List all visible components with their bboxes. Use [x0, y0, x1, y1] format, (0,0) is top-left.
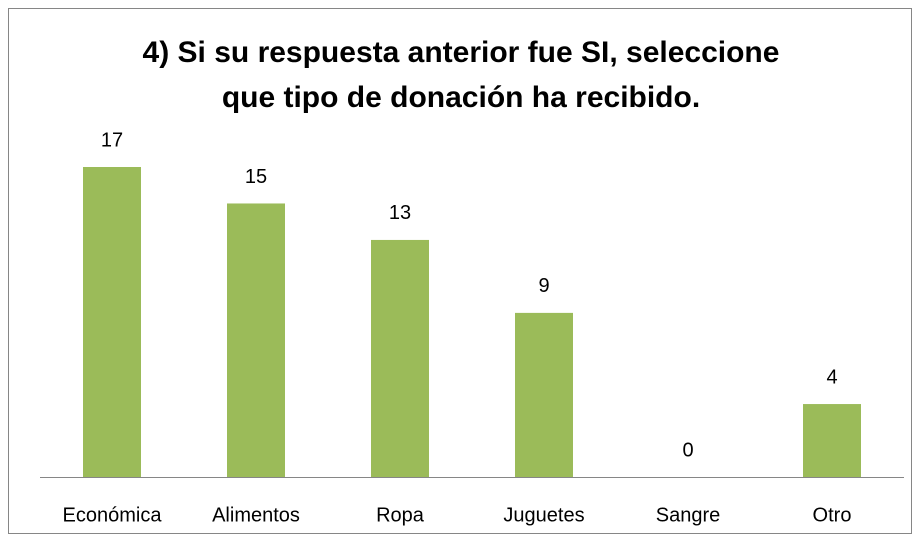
data-label: 13 — [389, 202, 411, 224]
bar — [227, 203, 285, 477]
x-tick-label: Ropa — [376, 504, 425, 526]
data-label: 9 — [538, 275, 549, 297]
data-label: 17 — [101, 129, 123, 151]
data-label: 4 — [826, 366, 837, 388]
x-tick-label: Alimentos — [212, 504, 300, 526]
bar — [83, 167, 141, 477]
data-label: 15 — [245, 166, 267, 188]
x-tick-label: Otro — [813, 504, 852, 526]
chart-frame — [8, 8, 912, 534]
bar — [371, 239, 429, 477]
x-tick-label: Económica — [63, 504, 163, 526]
x-tick-label: Sangre — [656, 504, 721, 526]
bar — [803, 404, 861, 477]
chart-title: 4) Si su respuesta anterior fue SI, sele… — [142, 36, 780, 114]
bar — [515, 312, 573, 477]
x-tick-label: Juguetes — [503, 504, 584, 526]
data-label: 0 — [682, 439, 693, 461]
